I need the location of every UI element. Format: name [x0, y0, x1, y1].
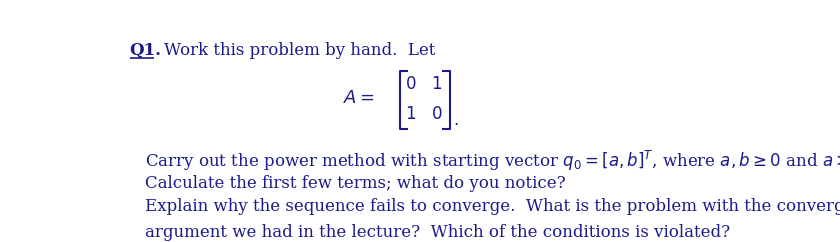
- Text: Explain why the sequence fails to converge.  What is the problem with the conver: Explain why the sequence fails to conver…: [145, 198, 840, 215]
- Text: argument we had in the lecture?  Which of the conditions is violated?: argument we had in the lecture? Which of…: [145, 224, 731, 241]
- Text: $0 \quad 1$: $0 \quad 1$: [405, 76, 443, 93]
- Text: .: .: [454, 112, 459, 129]
- Text: $A =$: $A =$: [344, 89, 375, 107]
- Text: Carry out the power method with starting vector $q_0 = [a, b]^T$, where $a, b \g: Carry out the power method with starting…: [145, 149, 840, 173]
- Text: Calculate the first few terms; what do you notice?: Calculate the first few terms; what do y…: [145, 175, 566, 192]
- Text: Q1.: Q1.: [129, 42, 162, 59]
- Text: Work this problem by hand.  Let: Work this problem by hand. Let: [164, 42, 435, 59]
- Text: $1 \quad 0$: $1 \quad 0$: [405, 106, 444, 123]
